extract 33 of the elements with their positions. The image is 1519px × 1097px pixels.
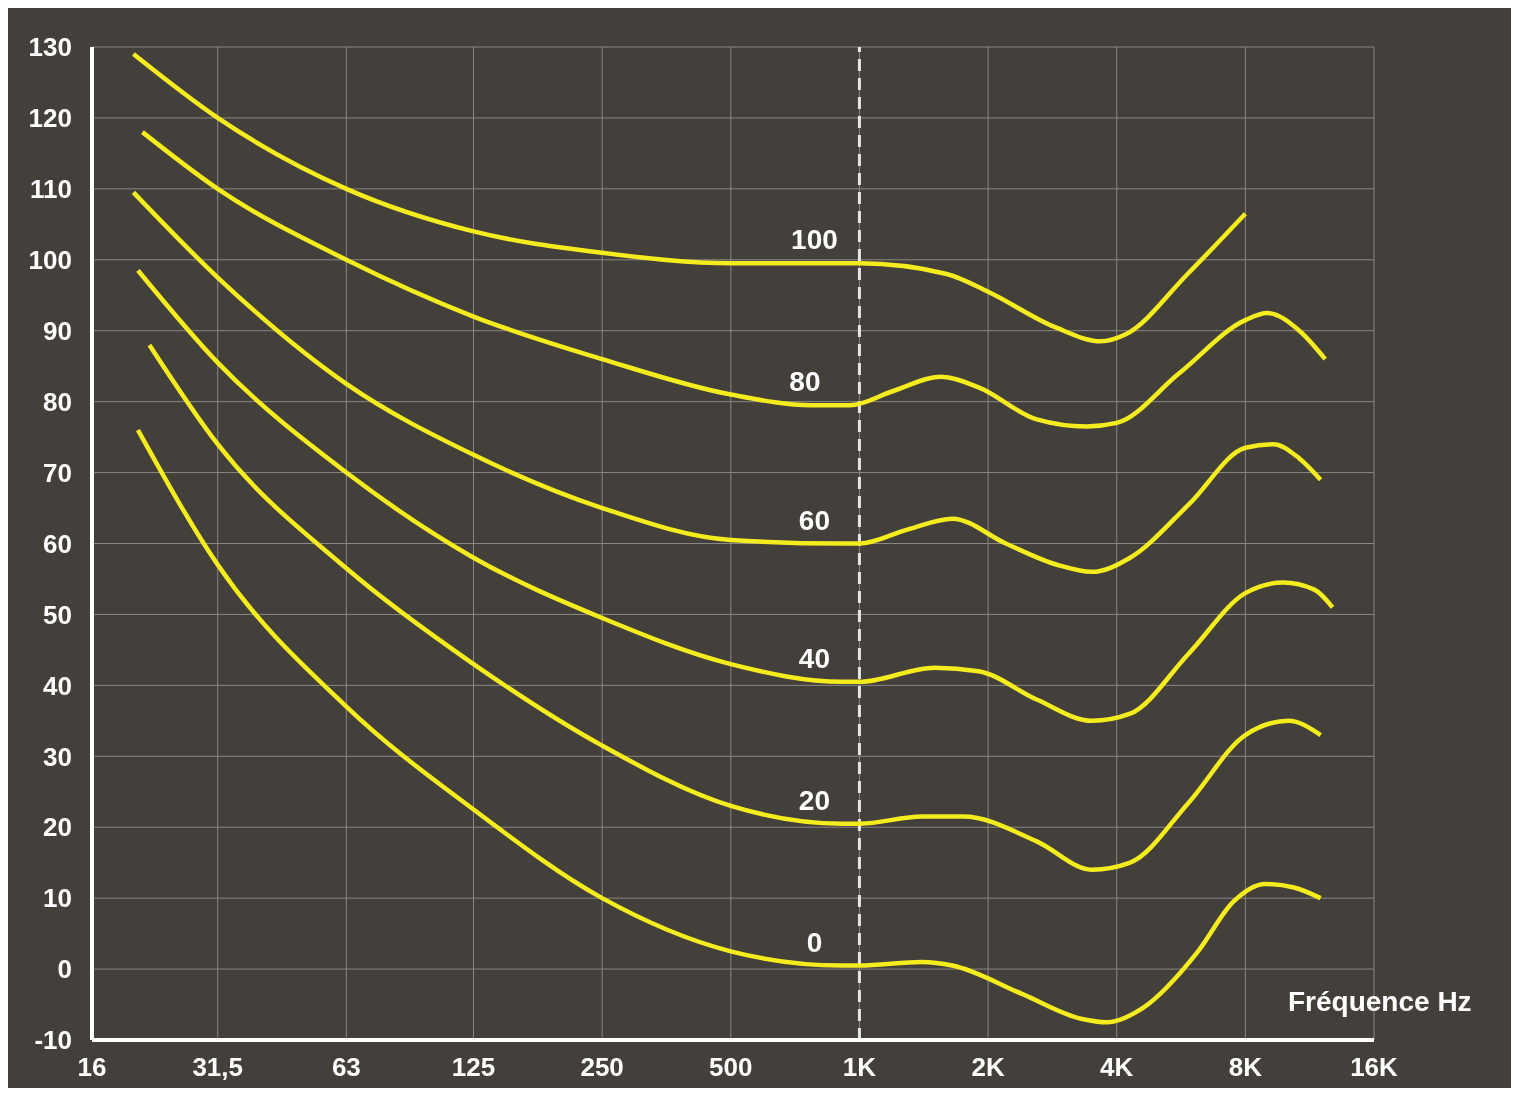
x-tick-label: 8K bbox=[1228, 1052, 1263, 1083]
y-tick-label: 60 bbox=[43, 528, 72, 559]
series-label: 20 bbox=[798, 784, 831, 816]
x-tick-label: 250 bbox=[580, 1052, 624, 1083]
y-tick-label: 40 bbox=[43, 670, 72, 701]
y-tick-label: 30 bbox=[43, 741, 72, 772]
y-tick-label: 110 bbox=[30, 174, 72, 205]
x-tick-label: 16K bbox=[1350, 1052, 1399, 1083]
x-axis-title: Fréquence Hz bbox=[1288, 986, 1472, 1018]
x-tick-label: 1K bbox=[842, 1052, 877, 1083]
y-tick-label: 20 bbox=[43, 812, 72, 843]
y-tick-label: 50 bbox=[43, 599, 72, 630]
y-tick-label: 130 bbox=[28, 32, 72, 63]
x-tick-label: 63 bbox=[331, 1052, 361, 1083]
x-tick-label: 4K bbox=[1100, 1052, 1134, 1083]
x-tick-label: 125 bbox=[451, 1052, 496, 1083]
y-tick-label: 0 bbox=[57, 954, 72, 985]
y-tick-label: 90 bbox=[43, 315, 72, 346]
y-tick-label: 100 bbox=[28, 245, 72, 276]
x-tick-label: 16 bbox=[77, 1052, 107, 1083]
x-tick-label: 2K bbox=[971, 1052, 1005, 1083]
series-label: 80 bbox=[789, 366, 821, 398]
y-tick-label: -10 bbox=[34, 1025, 72, 1056]
series-label: 0 bbox=[806, 926, 823, 958]
series-label: 100 bbox=[791, 224, 838, 256]
series-label: 60 bbox=[798, 504, 831, 536]
y-tick-label: 80 bbox=[43, 386, 72, 417]
y-tick-label: 70 bbox=[43, 457, 72, 488]
series-label: 40 bbox=[798, 642, 831, 674]
x-tick-label: 31,5 bbox=[192, 1052, 244, 1083]
y-tick-label: 10 bbox=[43, 883, 72, 914]
x-tick-label: 500 bbox=[709, 1052, 753, 1083]
y-tick-label: 120 bbox=[28, 103, 72, 134]
